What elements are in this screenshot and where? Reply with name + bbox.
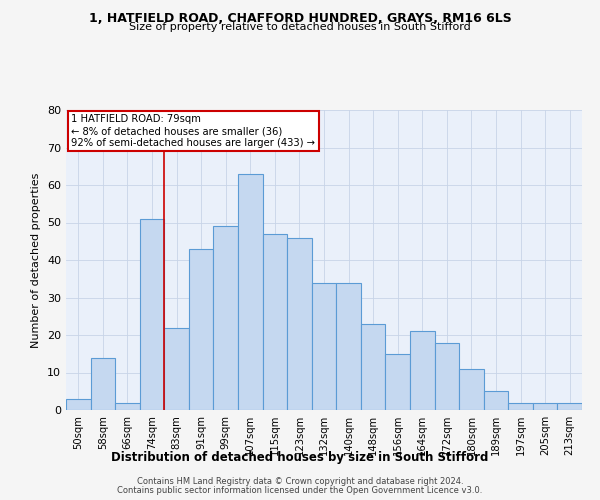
Bar <box>115 402 140 410</box>
Bar <box>189 248 214 410</box>
Text: Size of property relative to detached houses in South Stifford: Size of property relative to detached ho… <box>129 22 471 32</box>
Y-axis label: Number of detached properties: Number of detached properties <box>31 172 41 348</box>
Bar <box>312 282 336 410</box>
Bar <box>385 354 410 410</box>
Bar <box>238 174 263 410</box>
Bar <box>533 402 557 410</box>
Text: 1, HATFIELD ROAD, CHAFFORD HUNDRED, GRAYS, RM16 6LS: 1, HATFIELD ROAD, CHAFFORD HUNDRED, GRAY… <box>89 12 511 26</box>
Bar <box>336 282 361 410</box>
Bar <box>459 369 484 410</box>
Bar <box>434 342 459 410</box>
Text: Distribution of detached houses by size in South Stifford: Distribution of detached houses by size … <box>112 451 488 464</box>
Bar <box>484 391 508 410</box>
Bar <box>91 358 115 410</box>
Bar <box>508 402 533 410</box>
Text: Contains HM Land Registry data © Crown copyright and database right 2024.: Contains HM Land Registry data © Crown c… <box>137 477 463 486</box>
Text: 1 HATFIELD ROAD: 79sqm
← 8% of detached houses are smaller (36)
92% of semi-deta: 1 HATFIELD ROAD: 79sqm ← 8% of detached … <box>71 114 315 148</box>
Bar <box>214 226 238 410</box>
Bar <box>557 402 582 410</box>
Bar <box>410 331 434 410</box>
Bar <box>287 238 312 410</box>
Bar <box>263 234 287 410</box>
Bar <box>164 328 189 410</box>
Text: Contains public sector information licensed under the Open Government Licence v3: Contains public sector information licen… <box>118 486 482 495</box>
Bar <box>361 324 385 410</box>
Bar <box>66 399 91 410</box>
Bar <box>140 219 164 410</box>
